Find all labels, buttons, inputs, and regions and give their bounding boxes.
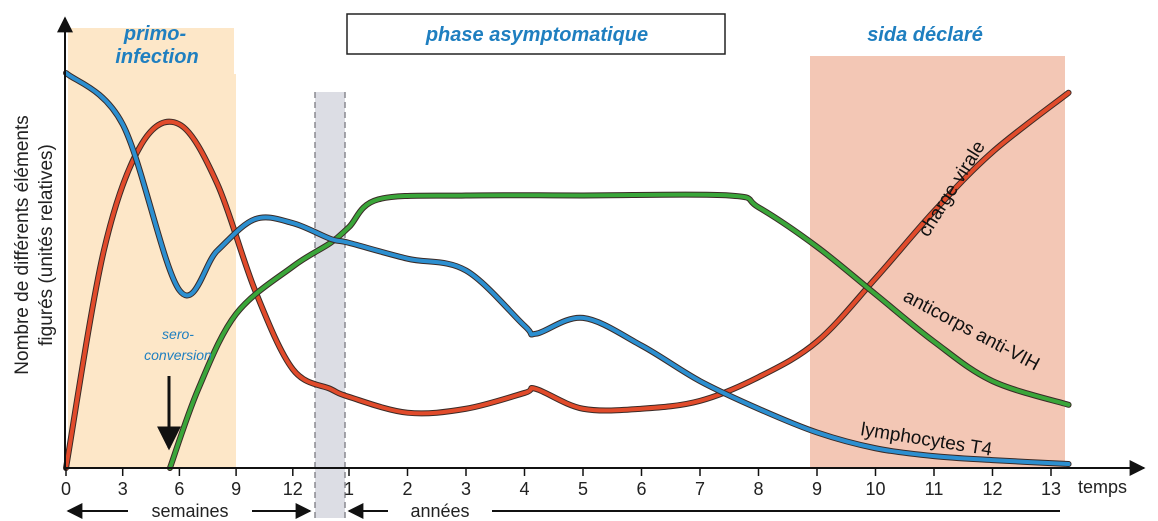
tick-year-8-label: 8	[753, 479, 763, 499]
tick-week-0-label: 0	[61, 479, 71, 499]
seroconversion-label-line2: conversion	[144, 347, 212, 363]
tick-year-2-label: 2	[402, 479, 412, 499]
seroconversion-label-line1: sero-	[162, 326, 194, 342]
break-band	[315, 92, 345, 518]
years-label-bg	[388, 500, 492, 520]
x-axis-label: temps	[1078, 477, 1127, 497]
tick-year-10-label: 10	[865, 479, 885, 499]
primo-label-line1: primo-	[123, 23, 187, 45]
tick-year-11-label: 11	[925, 479, 944, 499]
series-lymphocytes-t4-line	[64, 71, 1071, 467]
tick-year-12-label: 12	[982, 479, 1002, 499]
tick-week-3-label: 3	[118, 479, 128, 499]
tick-year-5-label: 5	[578, 479, 588, 499]
tick-week-6-label: 6	[174, 479, 184, 499]
y-axis-label-line1: Nombre de différents éléments	[12, 115, 33, 374]
primo-label-line2: infection	[115, 46, 198, 68]
y-axis-label-line2: figurés (unités relatives)	[36, 144, 57, 346]
sida-band	[810, 56, 1065, 468]
tick-year-1-label: 1	[344, 479, 354, 499]
tick-year-9-label: 9	[812, 479, 822, 499]
curves	[63, 70, 1072, 471]
tick-year-3-label: 3	[461, 479, 471, 499]
tick-year-7-label: 7	[695, 479, 705, 499]
tick-year-4-label: 4	[519, 479, 529, 499]
tick-week-12-label: 12	[283, 479, 303, 499]
asymptomatic-label: phase asymptomatique	[425, 24, 648, 46]
aids-label: sida déclaré	[867, 24, 983, 46]
weeks-label-bg	[128, 500, 252, 520]
primo-label-box	[68, 28, 234, 76]
tick-year-6-label: 6	[636, 479, 646, 499]
tick-week-9-label: 9	[231, 479, 241, 499]
weeks-label: semaines	[151, 501, 228, 521]
years-label: années	[410, 501, 469, 521]
tick-year-13-label: 13	[1041, 479, 1061, 499]
asymptomatic-label-box	[346, 13, 726, 55]
series-anticorps-anti-vih-line	[167, 192, 1071, 470]
x-ticks: 0 3 6 9 12 1 2 3 4 5 6 7 8 9 10 11 12 13	[61, 468, 1061, 499]
series-charge-virale-line	[64, 90, 1071, 470]
